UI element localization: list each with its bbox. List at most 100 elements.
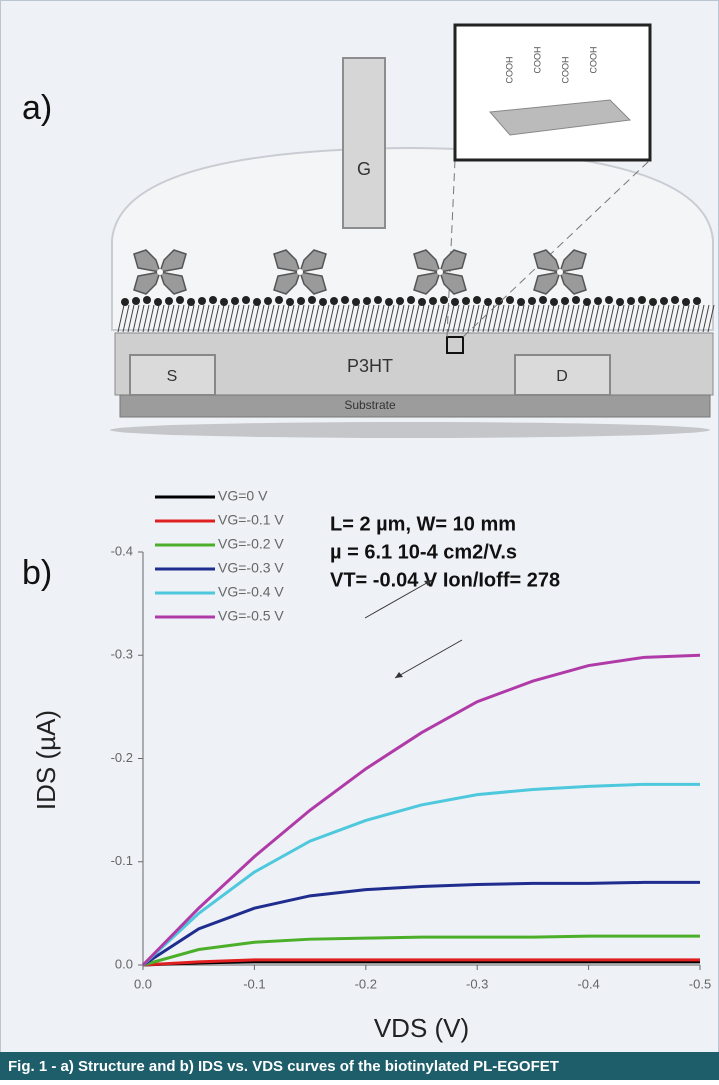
sam-chain (432, 304, 440, 333)
head-group (242, 296, 250, 304)
series-line (142, 880, 700, 967)
sam-chain (632, 304, 640, 333)
protein-subunit (133, 249, 162, 273)
sam-chain (692, 304, 700, 333)
sam-chain (557, 304, 565, 333)
protein-subunit (438, 271, 467, 295)
head-group (121, 298, 129, 306)
sam-chain (227, 304, 235, 333)
biotin (437, 269, 443, 275)
x-axis-label: VDS (V) (374, 1013, 469, 1043)
y-tick-label: -0.2 (111, 750, 133, 765)
head-group (671, 296, 679, 304)
sam-chain (577, 304, 585, 333)
zoom-box (446, 336, 464, 354)
sam-chain (277, 304, 285, 333)
head-group (341, 296, 349, 304)
zoom-line (462, 159, 651, 338)
gate-label: G (357, 159, 371, 179)
annotation: µ = 6.1 10-4 cm2/V.s (330, 541, 517, 563)
sam-chain (512, 304, 520, 333)
sam-chain (417, 304, 425, 333)
sam-chain (362, 304, 370, 333)
protein-subunit (413, 249, 442, 273)
sam-chain (487, 304, 495, 333)
sam-chain (242, 304, 250, 333)
sam-chain (567, 304, 575, 333)
sam-chain (527, 304, 535, 333)
zoom-line (446, 159, 456, 338)
sam-chain (232, 304, 240, 333)
legend-label: VG=-0.2 V (218, 536, 284, 552)
head-group (154, 298, 162, 306)
protein-subunit (558, 249, 587, 273)
head-group (649, 298, 657, 306)
head-group (275, 296, 283, 304)
annotation: L= 2 µm, W= 10 mm (330, 513, 516, 535)
protein-subunit (438, 249, 467, 273)
sam-chain (162, 304, 170, 333)
sam-chain (192, 304, 200, 333)
sam-chain (332, 304, 340, 333)
sam-chain (537, 304, 545, 333)
head-group (132, 297, 140, 305)
annotation: VT= -0.04 V Ion/Ioff= 278 (330, 569, 560, 591)
sam-chain (127, 304, 135, 333)
sam-chain (182, 304, 190, 333)
head-group (495, 297, 503, 305)
sam-chain (317, 304, 325, 333)
sam-chain (157, 304, 165, 333)
sam-chain (437, 304, 445, 333)
sam-chain (462, 304, 470, 333)
sam-chain (532, 304, 540, 333)
head-group (638, 296, 646, 304)
sam-chain (647, 304, 655, 333)
head-group (264, 297, 272, 305)
substrate (119, 394, 711, 418)
head-group (374, 296, 382, 304)
sam-chain (597, 304, 605, 333)
source-label: S (167, 368, 178, 385)
head-group (561, 297, 569, 305)
gate-electrode (342, 57, 386, 229)
sam-chain (272, 304, 280, 333)
sam-chain (137, 304, 145, 333)
protein-subunit (273, 249, 302, 273)
series-line (141, 653, 701, 967)
y-tick-label: -0.1 (111, 853, 133, 868)
sam-chain (507, 304, 515, 333)
semiconductor-label: P3HT (347, 356, 393, 376)
x-tick-label: -0.5 (689, 976, 711, 991)
y-tick-label: -0.3 (111, 647, 133, 662)
sam-chain (667, 304, 675, 333)
sam-chain (177, 304, 185, 333)
source-electrode (129, 354, 216, 396)
sam-chain (142, 304, 150, 333)
head-group (451, 298, 459, 306)
head-group (594, 297, 602, 305)
sam-chain (522, 304, 530, 333)
head-group (176, 296, 184, 304)
head-group (539, 296, 547, 304)
arrow-head (395, 672, 403, 678)
protein-subunit (158, 271, 187, 295)
series-line (142, 958, 700, 967)
sam-chain (627, 304, 635, 333)
sam-chain (132, 304, 140, 333)
sam-chain (402, 304, 410, 333)
sam-chain (267, 304, 275, 333)
sam-chain (397, 304, 405, 333)
sam-chain (472, 304, 480, 333)
head-group (363, 297, 371, 305)
protein (413, 249, 467, 295)
caption: Fig. 1 - a) Structure and b) IDS vs. VDS… (8, 1058, 559, 1075)
head-group (187, 298, 195, 306)
head-group (462, 297, 470, 305)
sam-chain (662, 304, 670, 333)
protein-subunit (158, 249, 187, 273)
sam-chain (117, 304, 125, 333)
sam-chain (407, 304, 415, 333)
head-group (616, 298, 624, 306)
